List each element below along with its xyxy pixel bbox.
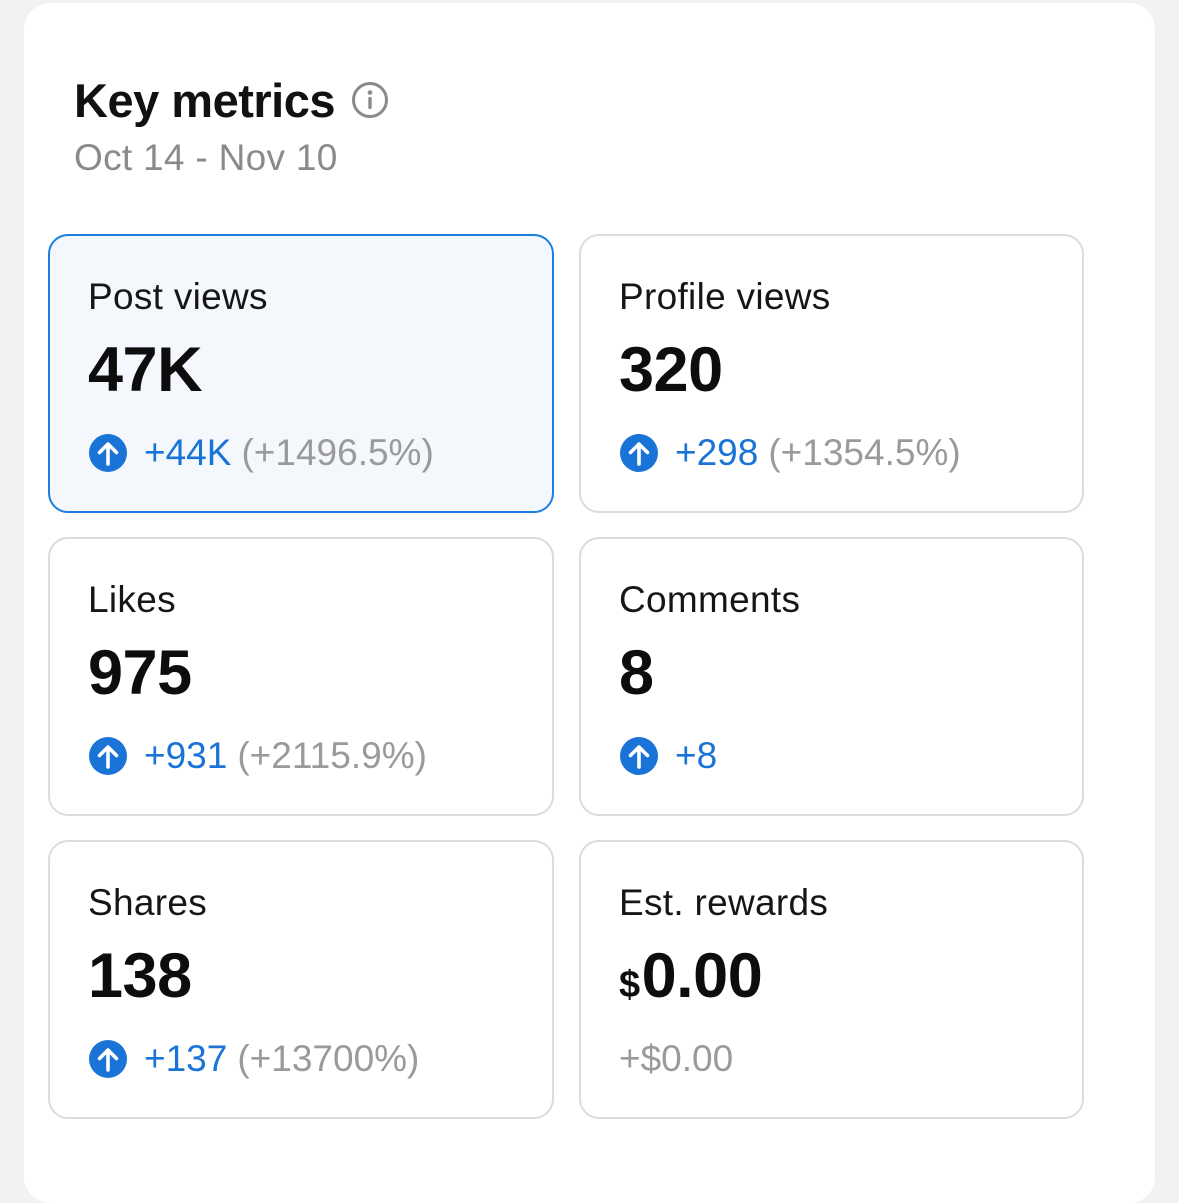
metrics-grid: Post views 47K +44K (+1496.5%) Profile v… [48,234,1084,1119]
metric-change: +44K (+1496.5%) [88,432,434,474]
currency-symbol: $ [619,964,640,1006]
metric-card-profile-views[interactable]: Profile views 320 +298 (+1354.5%) [579,234,1084,513]
metric-label: Comments [619,579,801,620]
metric-card-shares[interactable]: Shares 138 +137 (+13700%) [48,840,554,1119]
metric-label: Post views [88,276,268,317]
key-metrics-header: Key metrics Oct 14 - Nov 10 [74,69,389,179]
metric-change: +931 (+2115.9%) [88,735,427,777]
metric-delta-percent: (+13700%) [237,1038,420,1079]
metric-value-amount: 0.00 [641,941,763,1011]
metric-change: +137 (+13700%) [88,1038,419,1080]
metric-delta: +8 [675,735,718,776]
metric-value: 8 [619,638,654,708]
arrow-up-circle-icon [88,1039,128,1079]
arrow-up-circle-icon [619,433,659,473]
metric-card-comments[interactable]: Comments 8 +8 [579,537,1084,816]
metric-label: Profile views [619,276,831,317]
metric-card-est-rewards[interactable]: Est. rewards $0.00 +$0.00 [579,840,1084,1119]
arrow-up-circle-icon [88,736,128,776]
metric-value: 138 [88,941,192,1011]
metric-change: +$0.00 [619,1038,733,1080]
metric-change: +8 [619,735,717,777]
metric-value: $0.00 [619,940,763,1012]
info-icon[interactable] [351,81,389,119]
date-range: Oct 14 - Nov 10 [74,137,338,178]
arrow-up-circle-icon [88,433,128,473]
metric-value: 975 [88,638,192,708]
title-row: Key metrics [74,69,389,131]
metric-value: 47K [88,335,203,405]
metric-value: 320 [619,335,723,405]
metric-delta: +931 [144,735,228,776]
metric-change: +298 (+1354.5%) [619,432,961,474]
metric-delta: +137 [144,1038,228,1079]
page-title: Key metrics [74,73,336,127]
arrow-up-circle-icon [619,736,659,776]
metric-delta: +$0.00 [619,1038,734,1079]
metric-card-likes[interactable]: Likes 975 +931 (+2115.9%) [48,537,554,816]
metric-delta-percent: (+1496.5%) [241,432,434,473]
metric-delta-percent: (+2115.9%) [237,735,427,776]
metric-delta: +44K [144,432,232,473]
metric-card-post-views[interactable]: Post views 47K +44K (+1496.5%) [48,234,554,513]
metric-label: Est. rewards [619,882,829,923]
metric-delta: +298 [675,432,759,473]
metric-delta-percent: (+1354.5%) [768,432,961,473]
metric-label: Shares [88,882,208,923]
metric-label: Likes [88,579,176,620]
